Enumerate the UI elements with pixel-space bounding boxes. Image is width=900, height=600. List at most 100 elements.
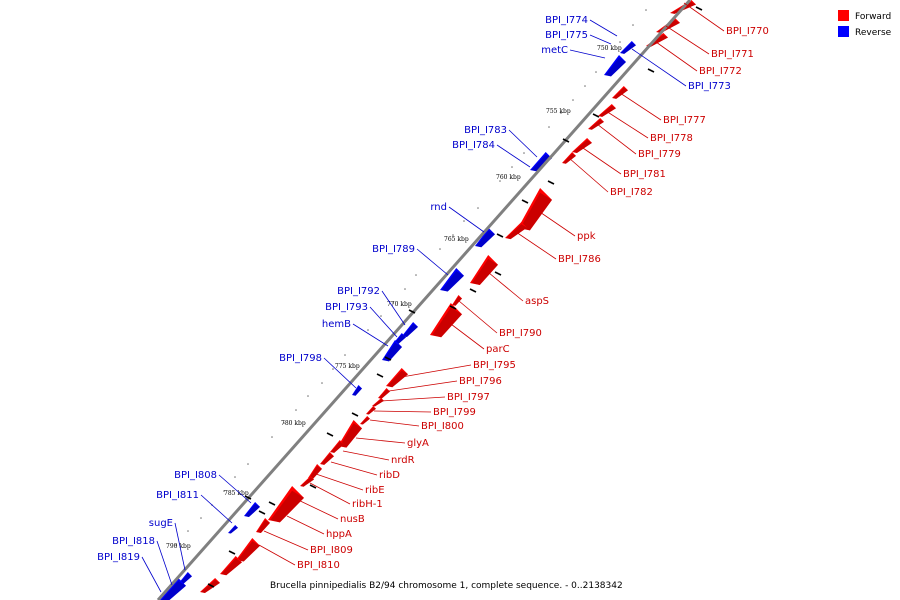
reverse-gene-label-bpi-i774: BPI_I774 [545,15,588,26]
minor-tick [200,517,202,519]
forward-gene-block [470,255,498,285]
reverse-gene-block [440,268,464,292]
forward-gene-label-bpi-i790: BPI_I790 [499,328,542,339]
reverse-gene-label-bpi-i783: BPI_I783 [464,125,507,136]
reverse-gene-block [402,322,418,337]
minor-tick [175,544,177,546]
minor-tick [439,248,441,250]
tick-mark [268,501,276,506]
tick-mark [521,199,529,204]
label-leaders [141,2,725,593]
forward-gene-label-bpi-i777: BPI_I777 [663,115,706,126]
leader-line [330,461,378,476]
tick-mark [449,305,457,310]
tick-label: 785 kbp [224,490,249,497]
leader-line [293,497,339,520]
leader-line [373,410,432,413]
reverse-gene-label-bpi-i789: BPI_I789 [372,244,415,255]
genome-backbone [156,0,692,600]
minor-tick [523,152,525,154]
leader-line [442,317,485,350]
tick-label: 765 kbp [444,236,469,243]
leader-line [416,248,449,276]
leader-line [579,145,622,175]
minor-tick [632,24,634,26]
forward-gene-label-glya: glyA [407,438,429,449]
forward-gene-block [220,556,242,576]
reverse-gene-label-bpi-i793: BPI_I793 [325,302,368,313]
forward-gene-block [518,188,552,231]
forward-gene-label-nrdr: nrdR [391,455,415,466]
reverse-gene-label-bpi-i819: BPI_I819 [97,552,140,563]
minor-tick [477,207,479,209]
forward-gene-block [360,416,370,425]
minor-tick [572,99,574,101]
forward-gene-block [372,398,384,407]
reverse-gene-label-bpi-i811: BPI_I811 [156,490,199,501]
minor-tick [187,530,189,532]
forward-gene-block [366,406,376,415]
reverse-gene-label-bpi-i818: BPI_I818 [112,536,155,547]
minor-tick [380,315,382,317]
leader-line [515,231,557,260]
reverse-gene-label-rnd: rnd [430,202,447,213]
legend: Forward Reverse [838,10,892,38]
reverse-gene-label-hemb: hemB [322,319,351,330]
leader-line [589,34,612,45]
forward-gene-block [588,118,604,130]
minor-tick [234,476,236,478]
minor-tick [584,85,586,87]
reverse-gene-label-bpi-i784: BPI_I784 [452,140,495,151]
forward-gene-label-bpi-i810: BPI_I810 [297,560,340,571]
forward-gene-label-bpi-i795: BPI_I795 [473,360,516,371]
legend-reverse-label: Reverse [855,28,892,38]
leader-line [174,522,186,571]
minor-tick [271,436,273,438]
forward-gene-block [330,440,344,453]
leader-line [631,48,687,87]
tick-label: 780 kbp [281,420,306,427]
forward-gene-label-parc: parC [486,344,510,355]
forward-gene-block [505,222,527,240]
reverse-gene-label-bpi-i773: BPI_I773 [688,81,731,92]
tick-mark [562,138,570,143]
leader-line [655,41,698,72]
forward-gene-label-bpi-i782: BPI_I782 [610,187,653,198]
leader-line [380,396,446,402]
minor-tick [463,220,465,222]
legend-forward-label: Forward [855,12,891,22]
forward-gene-label-bpi-i797: BPI_I797 [447,392,490,403]
forward-gene-label-bpi-i779: BPI_I779 [638,149,681,160]
tick-mark [592,113,600,118]
tick-mark [376,373,384,378]
tick-mark [408,309,416,314]
forward-gene-label-ribe: ribE [365,485,385,496]
minor-tick [307,395,309,397]
tick-mark [695,6,703,11]
reverse-gene-block [530,152,552,172]
reverse-gene-label-bpi-i792: BPI_I792 [337,286,380,297]
leader-line [323,357,357,389]
tick-mark [351,412,359,417]
tick-label: 790 kbp [166,543,191,550]
tick-mark [258,510,266,515]
leader-line [381,290,406,326]
tick-mark [326,432,334,437]
reverse-gene-block [382,340,402,362]
leader-line [156,540,173,586]
tick-mark [207,583,215,588]
leader-line [596,123,637,155]
tick-label: 760 kbp [496,174,521,181]
forward-gene-label-hppa: hppA [326,529,352,540]
leader-line [355,437,406,444]
tick-mark [309,484,317,489]
leader-line [569,49,606,59]
minor-tick [321,382,323,384]
reverse-gene-label-bpi-i775: BPI_I775 [545,30,588,41]
leader-line [683,2,725,32]
forward-gene-label-nusb: nusB [340,514,365,525]
leader-line [619,92,662,121]
leader-line [218,474,252,504]
leader-line [496,144,531,168]
forward-gene-block [236,538,260,562]
